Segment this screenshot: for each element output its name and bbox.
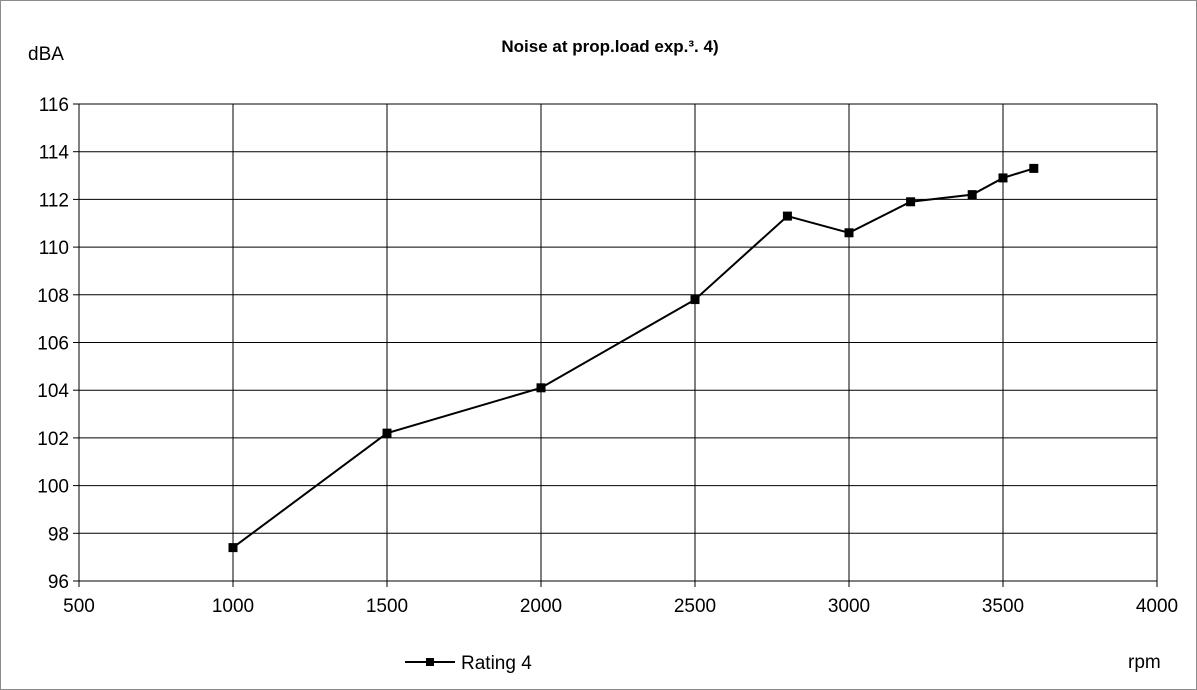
y-tick-label: 100: [37, 477, 69, 498]
data-point-marker: [844, 228, 854, 238]
x-tick-label: 2500: [674, 596, 716, 617]
data-point-marker: [782, 211, 792, 221]
y-tick-label: 96: [48, 572, 69, 593]
x-tick-label: 4000: [1136, 596, 1178, 617]
y-axis-label: dBA: [28, 44, 64, 65]
y-tick-label: 108: [37, 286, 69, 307]
y-tick-label: 98: [48, 524, 69, 545]
legend: Rating 4: [405, 653, 532, 674]
series-line: [232, 167, 1035, 549]
chart-title: Noise at prop.load exp.³. 4): [501, 37, 718, 56]
x-tick-label: 1500: [366, 596, 408, 617]
data-point-marker: [228, 543, 238, 553]
x-tick-label: 3500: [982, 596, 1024, 617]
x-tick-label: 500: [63, 596, 95, 617]
y-tick-label: 104: [37, 381, 69, 402]
axes: [73, 103, 1158, 587]
y-tick-label: 106: [37, 334, 69, 355]
data-point-marker: [1029, 163, 1039, 173]
y-tick-label: 110: [39, 238, 69, 259]
data-point-marker: [906, 197, 916, 207]
data-point-marker: [967, 190, 977, 200]
data-point-marker: [536, 383, 546, 393]
legend-label: Rating 4: [461, 653, 532, 674]
data-point-marker: [382, 428, 392, 438]
grid-lines: [79, 103, 1158, 581]
y-tick-label: 114: [39, 143, 70, 164]
x-tick-label: 2000: [520, 596, 562, 617]
x-tick-label: 1000: [212, 596, 254, 617]
legend-marker-swatch: [426, 658, 434, 666]
y-tick-label: 112: [39, 190, 69, 211]
series-layer: [228, 163, 1039, 553]
y-tick-label: 116: [39, 95, 69, 116]
x-axis-label: rpm: [1128, 652, 1161, 673]
data-point-marker: [690, 295, 700, 305]
x-tick-label: 3000: [828, 596, 870, 617]
tick-labels: 96 98 100 102 104 106 108 110 112 114 116 500 1000 15…: [37, 95, 1178, 617]
data-point-marker: [998, 173, 1008, 183]
y-tick-label: 102: [37, 429, 69, 450]
